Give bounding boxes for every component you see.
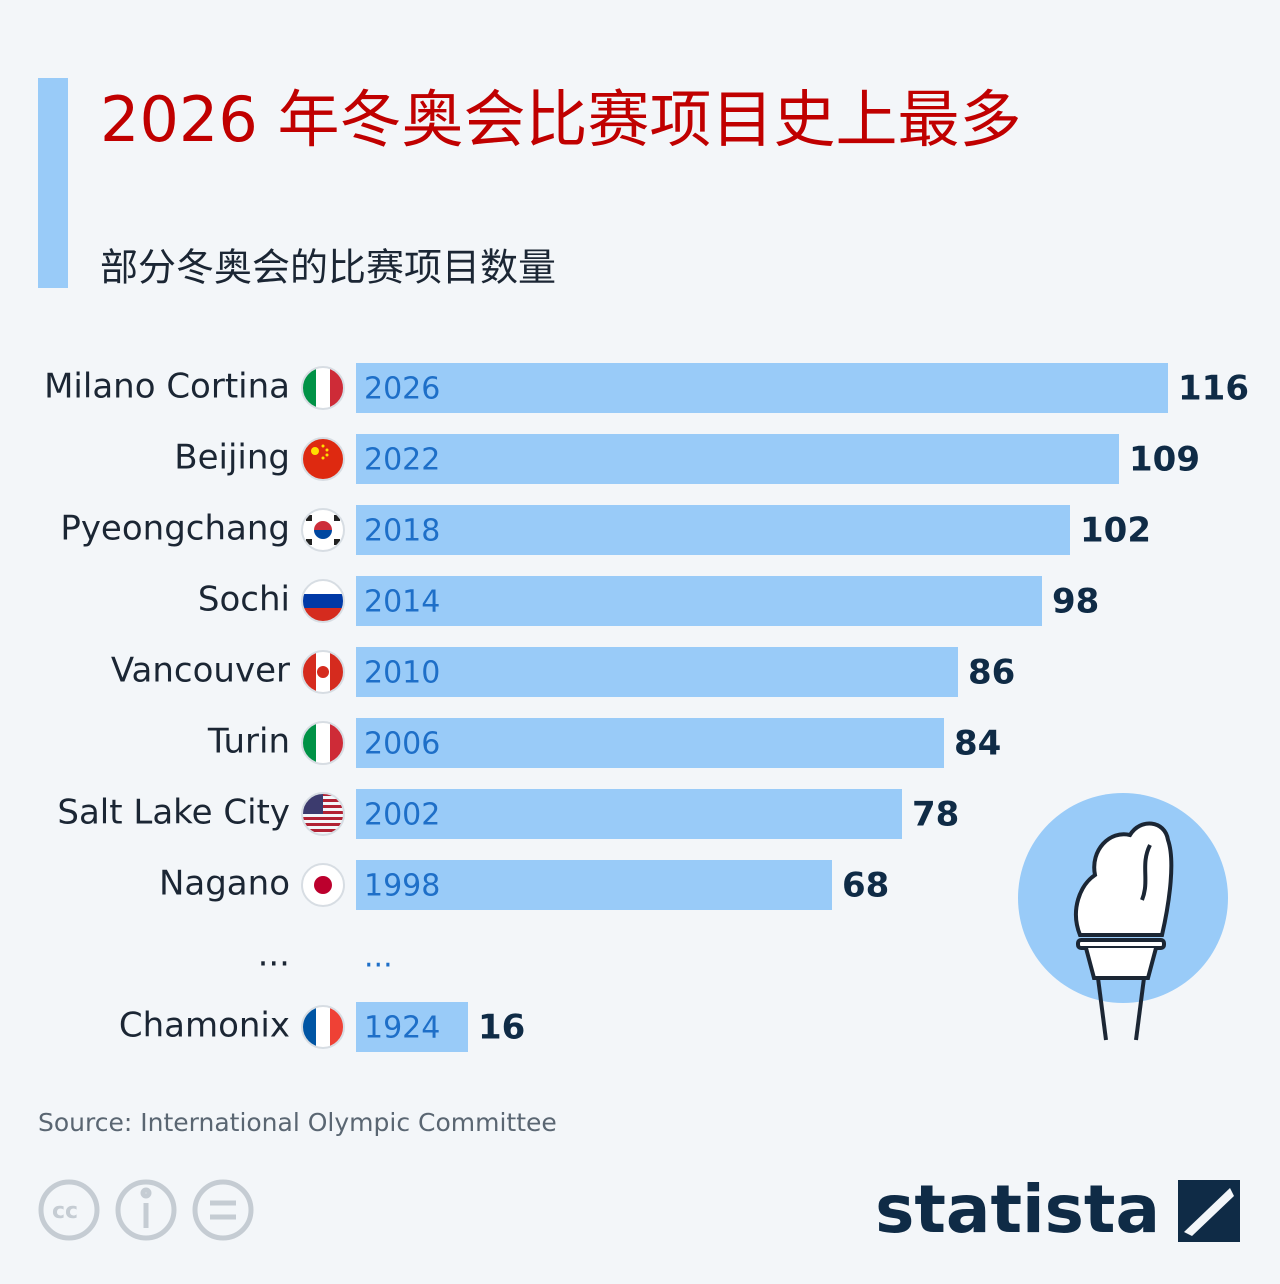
year-label: 1924 <box>364 1011 440 1046</box>
flag-border <box>301 579 345 623</box>
year-label: 2002 <box>364 798 440 833</box>
flag-border <box>301 508 345 552</box>
flag-part <box>314 521 332 530</box>
category-label: Vancouver <box>111 651 290 691</box>
bar <box>356 789 902 839</box>
flag-part <box>302 817 344 820</box>
flag-part <box>325 453 329 457</box>
flag <box>301 721 345 765</box>
value-label: 86 <box>968 653 1015 693</box>
flag-fill <box>302 509 344 551</box>
category-label: Chamonix <box>119 1006 290 1046</box>
source: Source: International Olympic Committee <box>38 1108 557 1137</box>
flag-border <box>301 863 345 907</box>
logo-mark <box>1178 1180 1240 1242</box>
flag-part <box>302 829 344 832</box>
value-label: 116 <box>1178 369 1249 409</box>
flag-border <box>301 366 345 410</box>
bar <box>356 505 1070 555</box>
category-label: ... <box>258 935 290 975</box>
value-label: 109 <box>1129 440 1200 480</box>
category-label: Milano Cortina <box>44 367 290 407</box>
flag-part <box>311 447 319 455</box>
flag-part <box>334 515 340 521</box>
flag-part <box>316 367 331 409</box>
year-label: 2010 <box>364 656 440 691</box>
year-label: 2018 <box>364 514 440 549</box>
chart-subtitle: 部分冬奥会的比赛项目数量 <box>100 246 556 290</box>
bar <box>356 363 1168 413</box>
flag-fill <box>302 438 344 480</box>
bar <box>356 718 944 768</box>
flag-part <box>321 444 325 448</box>
value-label: 102 <box>1080 511 1151 551</box>
year-label: 1998 <box>364 869 440 904</box>
category-label: Sochi <box>198 580 290 620</box>
flag-part <box>314 530 332 539</box>
flag-part <box>316 722 331 764</box>
flag-border <box>301 1005 345 1049</box>
value-label: 78 <box>912 795 959 835</box>
value-label: 68 <box>842 866 889 906</box>
license-icons <box>38 1179 254 1241</box>
flag <box>301 863 345 907</box>
flag-part <box>325 448 329 452</box>
flag-part <box>321 456 325 460</box>
flag-border <box>301 437 345 481</box>
flag-fill <box>302 793 344 832</box>
category-label: Salt Lake City <box>57 793 290 833</box>
bar <box>356 434 1119 484</box>
bar <box>356 576 1042 626</box>
logo: statista <box>875 1171 1160 1248</box>
year-label: 2014 <box>364 585 440 620</box>
flag <box>301 508 345 552</box>
torch-illustration <box>1018 793 1228 1041</box>
flag-part <box>334 539 340 545</box>
value-label: 98 <box>1052 582 1099 622</box>
chart-title: 2026 年冬奥会比赛项目史上最多 <box>100 83 1022 156</box>
flag-part <box>306 515 312 521</box>
flag <box>301 366 345 410</box>
year-label: 2006 <box>364 727 440 762</box>
flag <box>301 792 345 836</box>
flag-part <box>302 823 344 826</box>
flag-part <box>316 1006 331 1048</box>
bar <box>356 860 832 910</box>
flag-border <box>301 792 345 836</box>
flag-part <box>302 594 344 609</box>
category-label: Beijing <box>174 438 290 478</box>
flag-border <box>301 721 345 765</box>
title-accent <box>38 78 68 288</box>
flag <box>301 579 345 623</box>
value-label: 16 <box>478 1008 525 1048</box>
year-label: 2026 <box>364 372 440 407</box>
category-label: Nagano <box>159 864 290 904</box>
flag-part <box>314 876 332 894</box>
bar <box>356 1002 468 1052</box>
flag <box>301 650 345 694</box>
year-label: ... <box>364 940 393 975</box>
category-label: Pyeongchang <box>60 509 290 549</box>
cc-icon-text: cc <box>52 1199 78 1224</box>
flag <box>301 437 345 481</box>
flag-part <box>306 539 312 545</box>
year-label: 2022 <box>364 443 440 478</box>
bar <box>356 647 958 697</box>
flag-part <box>317 666 329 678</box>
category-label: Turin <box>207 722 290 762</box>
flag-border <box>301 650 345 694</box>
flag <box>301 1005 345 1049</box>
value-label: 84 <box>954 724 1001 764</box>
flag-fill <box>302 864 344 906</box>
